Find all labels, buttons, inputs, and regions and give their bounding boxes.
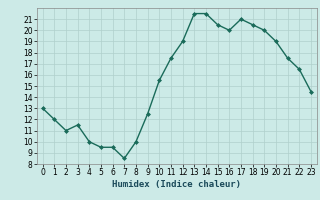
X-axis label: Humidex (Indice chaleur): Humidex (Indice chaleur): [112, 180, 241, 189]
